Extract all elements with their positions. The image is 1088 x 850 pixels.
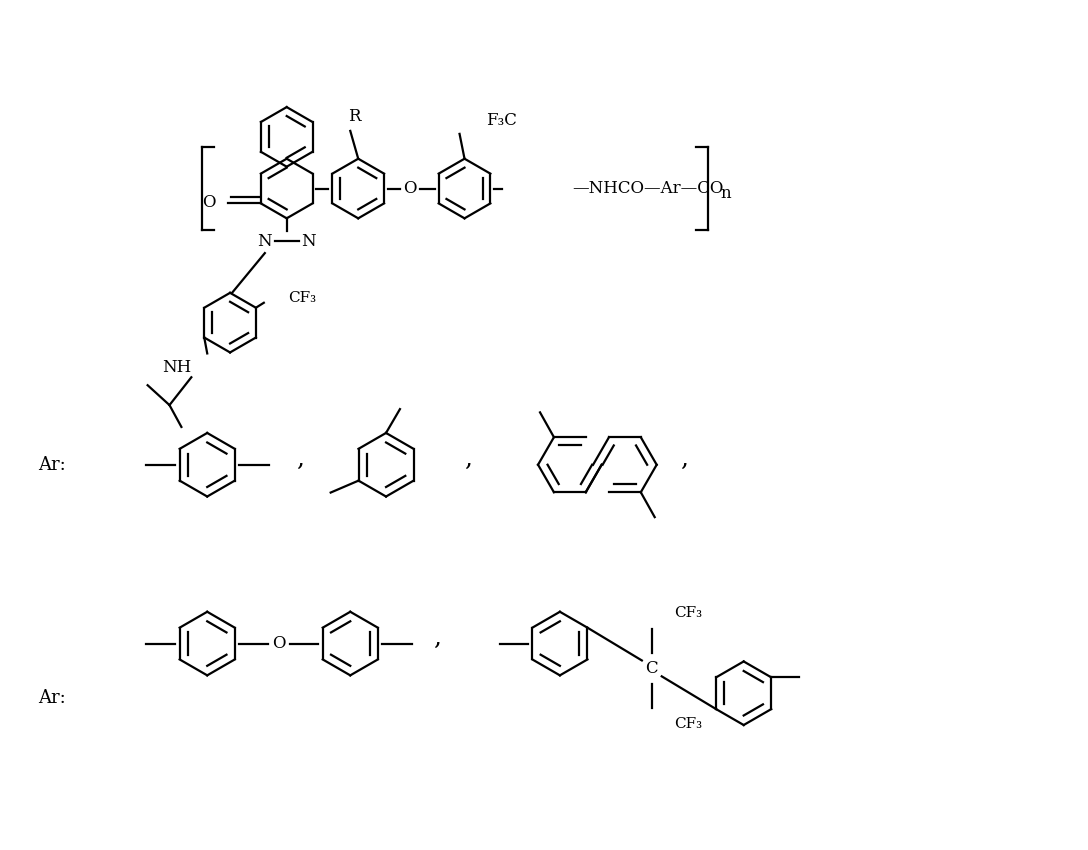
Text: ,: ,	[680, 448, 688, 471]
Text: O: O	[272, 635, 285, 652]
Text: ,: ,	[433, 627, 441, 650]
Text: R: R	[348, 109, 360, 126]
Text: Ar:: Ar:	[38, 456, 66, 473]
Text: —NHCO—Ar—CO: —NHCO—Ar—CO	[572, 180, 724, 197]
Text: O: O	[404, 180, 417, 197]
Text: O: O	[202, 194, 217, 211]
Text: ,: ,	[465, 448, 472, 471]
Text: CF₃: CF₃	[673, 717, 702, 731]
Text: N: N	[301, 233, 316, 250]
Text: CF₃: CF₃	[673, 606, 702, 620]
Text: C: C	[645, 660, 658, 677]
Text: F₃C: F₃C	[486, 112, 517, 129]
Text: Ar:: Ar:	[38, 689, 66, 707]
Text: CF₃: CF₃	[287, 291, 316, 305]
Text: NH: NH	[162, 359, 191, 376]
Text: n: n	[720, 185, 731, 202]
Text: ,: ,	[296, 448, 304, 471]
Text: N: N	[258, 233, 272, 250]
